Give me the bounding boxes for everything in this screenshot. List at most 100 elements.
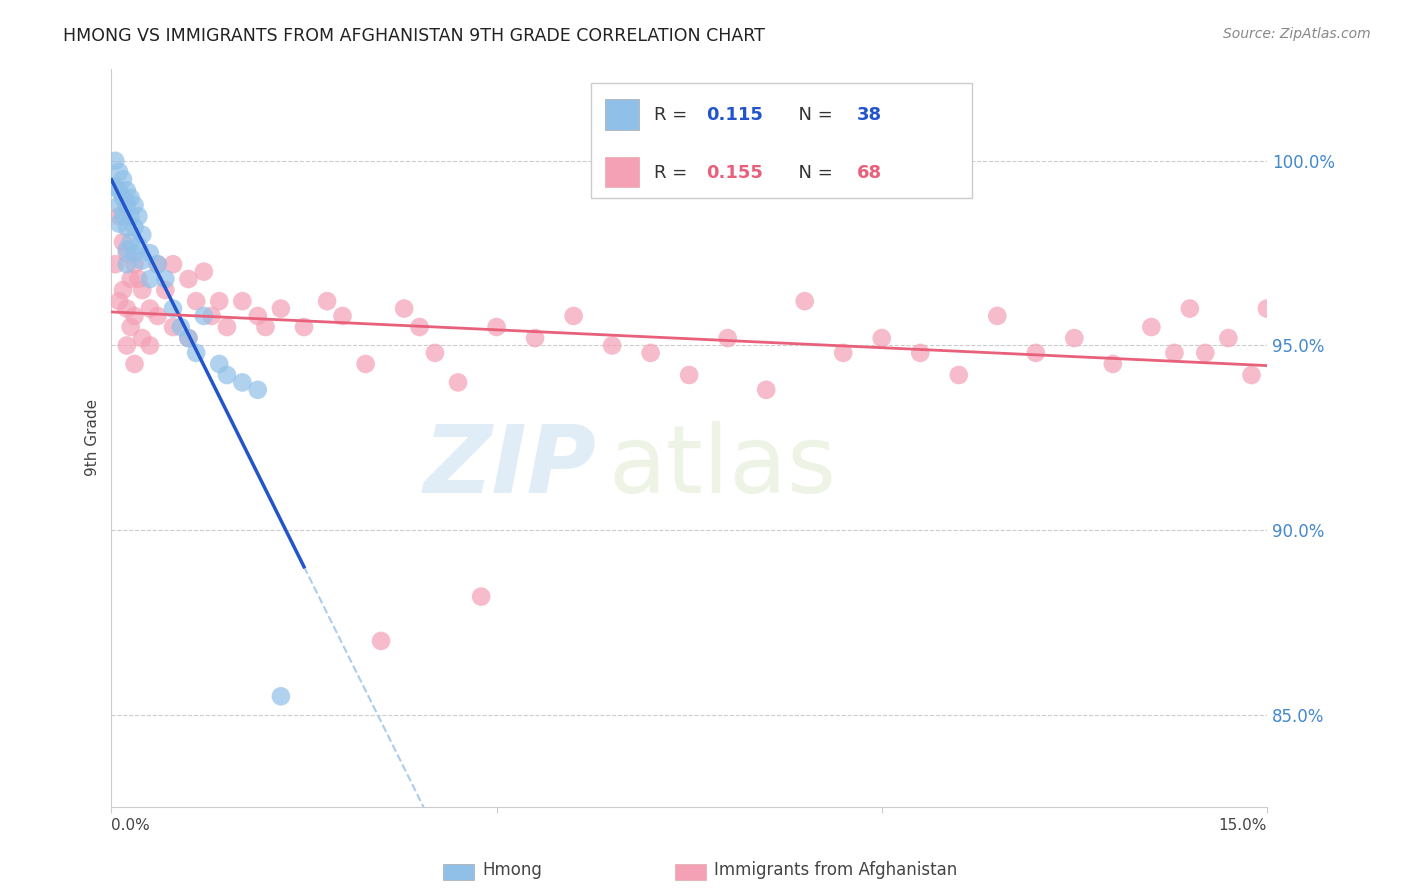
Point [120, 235, 142, 249]
Point [678, 368, 700, 382]
Point [1025, 346, 1047, 360]
Point [139, 272, 162, 286]
Point [485, 320, 508, 334]
Point [392, 301, 415, 316]
Point [108, 294, 131, 309]
Point [162, 257, 184, 271]
Text: Hmong: Hmong [482, 861, 543, 879]
Point [127, 209, 149, 223]
Point [115, 301, 138, 316]
Point [1101, 357, 1123, 371]
Point [370, 634, 392, 648]
Point [155, 272, 177, 286]
Text: 0.155: 0.155 [706, 163, 763, 182]
Y-axis label: 9th Grade: 9th Grade [86, 400, 100, 476]
Point [254, 320, 277, 334]
Point [104, 179, 127, 194]
Point [231, 376, 253, 390]
Point [1163, 346, 1185, 360]
Point [115, 183, 138, 197]
Point [524, 331, 547, 345]
Point [755, 383, 778, 397]
Text: atlas: atlas [609, 421, 837, 514]
Point [146, 257, 169, 271]
Point [120, 272, 142, 286]
Point [193, 265, 215, 279]
Point [246, 309, 269, 323]
Text: 0.0%: 0.0% [111, 818, 150, 833]
Point [139, 338, 162, 352]
Point [246, 383, 269, 397]
Point [870, 331, 893, 345]
Point [177, 331, 200, 345]
Point [127, 239, 149, 253]
Point [131, 331, 153, 345]
Point [193, 309, 215, 323]
Point [910, 346, 932, 360]
Point [124, 357, 146, 371]
Text: ZIP: ZIP [423, 421, 596, 514]
Point [108, 165, 131, 179]
Point [162, 301, 184, 316]
Point [108, 183, 131, 197]
Point [115, 246, 138, 260]
Text: N =: N = [787, 163, 839, 182]
Point [124, 246, 146, 260]
Point [115, 198, 138, 212]
Point [131, 283, 153, 297]
Text: 15.0%: 15.0% [1219, 818, 1267, 833]
Point [124, 309, 146, 323]
Text: N =: N = [787, 106, 839, 124]
Point [186, 294, 208, 309]
Text: Immigrants from Afghanistan: Immigrants from Afghanistan [714, 861, 957, 879]
Point [562, 309, 585, 323]
Point [1140, 320, 1163, 334]
Point [104, 153, 127, 168]
Point [640, 346, 662, 360]
Point [115, 220, 138, 235]
Point [108, 209, 131, 223]
Point [270, 301, 292, 316]
Point [332, 309, 354, 323]
Point [104, 257, 127, 271]
Point [793, 294, 815, 309]
Point [127, 272, 149, 286]
Point [200, 309, 222, 323]
FancyBboxPatch shape [591, 83, 973, 198]
Point [1178, 301, 1201, 316]
Point [124, 220, 146, 235]
Text: Source: ZipAtlas.com: Source: ZipAtlas.com [1223, 27, 1371, 41]
Point [1194, 346, 1216, 360]
Point [146, 309, 169, 323]
Point [600, 338, 623, 352]
FancyBboxPatch shape [605, 99, 640, 129]
Text: 0.115: 0.115 [706, 106, 763, 124]
Point [177, 272, 200, 286]
Point [186, 346, 208, 360]
Point [162, 320, 184, 334]
FancyBboxPatch shape [605, 157, 640, 186]
Point [139, 301, 162, 316]
Point [408, 320, 430, 334]
Point [208, 357, 231, 371]
Text: R =: R = [654, 163, 693, 182]
Point [124, 198, 146, 212]
Point [111, 235, 134, 249]
Point [111, 283, 134, 297]
Point [108, 217, 131, 231]
Point [354, 357, 377, 371]
Point [1240, 368, 1263, 382]
Point [115, 338, 138, 352]
Point [146, 257, 169, 271]
Point [108, 198, 131, 212]
Point [111, 209, 134, 223]
Point [1218, 331, 1240, 345]
Point [120, 209, 142, 223]
Point [215, 320, 238, 334]
Point [832, 346, 855, 360]
Point [316, 294, 339, 309]
Point [155, 283, 177, 297]
Point [124, 257, 146, 271]
Point [470, 590, 492, 604]
Point [447, 376, 470, 390]
